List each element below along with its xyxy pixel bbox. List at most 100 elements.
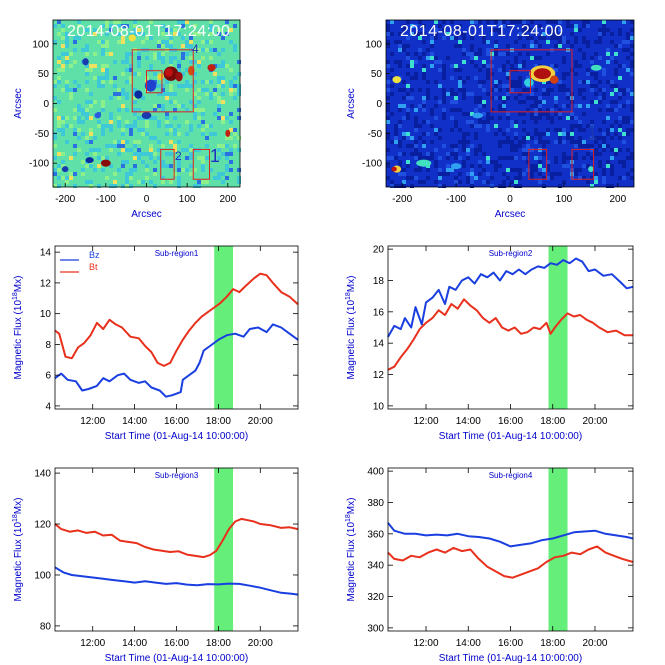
map-pixel: [574, 24, 578, 28]
map-pixel: [538, 180, 542, 184]
map-pixel: [129, 64, 133, 68]
map-pixel: [173, 128, 177, 132]
map-pixel: [434, 80, 438, 84]
map-pixel: [470, 120, 474, 124]
map-pixel: [450, 168, 454, 172]
map-pixel: [566, 96, 570, 100]
plot-frame: [54, 467, 299, 632]
map-pixel: [213, 176, 217, 180]
y-tick-label: 18: [373, 276, 385, 287]
map-pixel: [57, 184, 61, 188]
map-pixel: [97, 164, 101, 168]
map-pixel: [566, 136, 570, 140]
map-pixel: [201, 120, 205, 124]
map-pixel: [558, 40, 562, 44]
map-pixel: [554, 160, 558, 164]
map-pixel: [506, 112, 510, 116]
map-pixel: [470, 52, 474, 56]
map-pixel: [125, 24, 129, 28]
map-pixel: [209, 168, 213, 172]
map-pixel: [510, 80, 514, 84]
map-pixel: [470, 172, 474, 176]
map-pixel: [406, 176, 410, 180]
map-pixel: [165, 28, 169, 32]
y-tick-label: 140: [34, 469, 51, 480]
map-pixel: [598, 40, 602, 44]
map-pixel: [161, 60, 165, 64]
map-pixel: [582, 128, 586, 132]
map-pixel: [454, 148, 458, 152]
map-pixel: [402, 180, 406, 184]
map-pixel: [121, 128, 125, 132]
map-pixel: [201, 164, 205, 168]
map-pixel: [101, 76, 105, 80]
map-pixel: [450, 64, 454, 68]
map-pixel: [125, 96, 129, 100]
map-pixel: [618, 116, 622, 120]
map-pixel: [474, 108, 478, 112]
map-pixel: [602, 92, 606, 96]
map-pixel: [442, 68, 446, 72]
map-pixel: [482, 80, 486, 84]
map-pixel: [630, 168, 634, 172]
map-pixel: [61, 132, 65, 136]
map-pixel: [117, 120, 121, 124]
map-pixel: [574, 172, 578, 176]
map-pixel: [462, 96, 466, 100]
map-pixel: [85, 64, 89, 68]
map-pixel: [534, 112, 538, 116]
map-pixel: [225, 32, 229, 36]
map-pixel: [81, 108, 85, 112]
map-pixel: [61, 152, 65, 156]
map-pixel: [586, 180, 590, 184]
box-label: 4: [192, 42, 199, 56]
map-pixel: [434, 132, 438, 136]
map-pixel: [189, 152, 193, 156]
map-pixel: [201, 160, 205, 164]
map-pixel: [97, 76, 101, 80]
map-pixel: [137, 128, 141, 132]
map-pixel: [550, 20, 554, 24]
map-pixel: [618, 124, 622, 128]
map-pixel: [101, 132, 105, 136]
map-pixel: [506, 24, 510, 28]
map-pixel: [426, 120, 430, 124]
map-pixel: [458, 24, 462, 28]
map-pixel: [594, 136, 598, 140]
map-pixel: [157, 156, 161, 160]
map-pixel: [442, 20, 446, 24]
map-pixel: [430, 36, 434, 40]
map-pixel: [614, 88, 618, 92]
map-pixel: [618, 148, 622, 152]
map-pixel: [201, 112, 205, 116]
map-pixel: [402, 24, 406, 28]
map-pixel: [434, 116, 438, 120]
map-pixel: [149, 148, 153, 152]
map-pixel: [410, 60, 414, 64]
map-pixel: [538, 36, 542, 40]
map-pixel: [97, 148, 101, 152]
map-pixel: [406, 160, 410, 164]
map-pixel: [93, 148, 97, 152]
map-pixel: [534, 120, 538, 124]
map-pixel: [578, 64, 582, 68]
map-pixel: [494, 40, 498, 44]
map-pixel: [237, 148, 241, 152]
map-pixel: [598, 164, 602, 168]
map-pixel: [97, 84, 101, 88]
map-pixel: [137, 28, 141, 32]
map-pixel: [105, 64, 109, 68]
map-pixel: [418, 124, 422, 128]
map-pixel: [117, 88, 121, 92]
map-pixel: [618, 28, 622, 32]
map-pixel: [490, 108, 494, 112]
map-pixel: [165, 116, 169, 120]
map-pixel: [482, 112, 486, 116]
map-pixel: [57, 32, 61, 36]
map-pixel: [422, 96, 426, 100]
map-pixel: [145, 132, 149, 136]
map-pixel: [454, 144, 458, 148]
highlight-band: [214, 246, 234, 409]
map-pixel: [398, 104, 402, 108]
map-pixel: [53, 172, 57, 176]
